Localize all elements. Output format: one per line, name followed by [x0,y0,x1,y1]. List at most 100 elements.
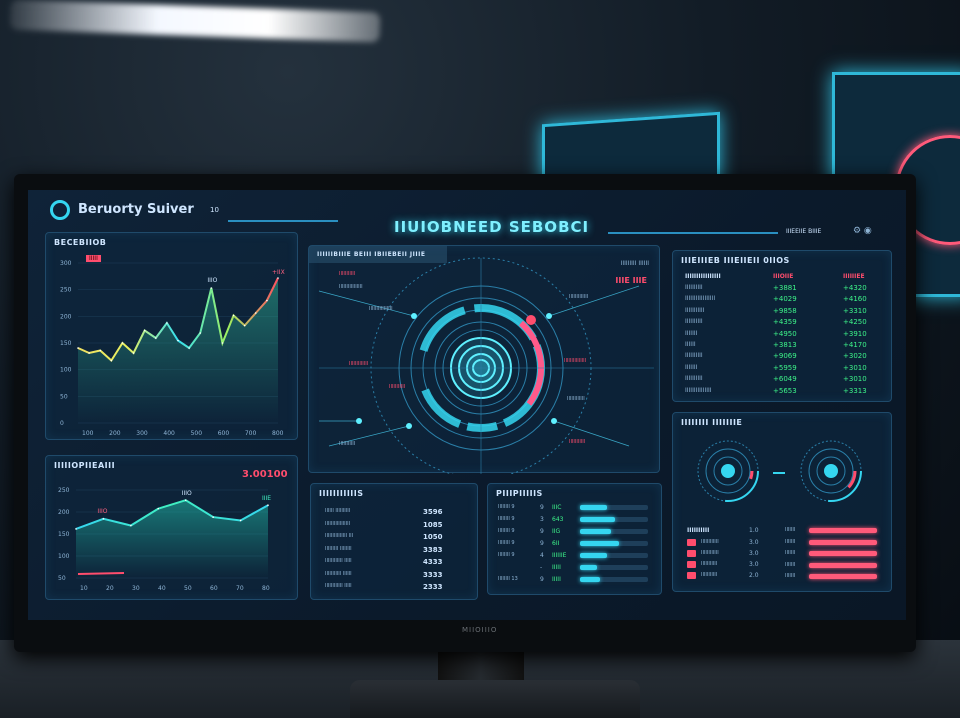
table-cell-label: IIIIIIIIIIIIIII [685,386,712,394]
legend-label: IIIIIIIIIIII [701,539,719,545]
stat-label: IIIIIIIII IIIIIIII [325,545,352,552]
y-tick-label: 100 [60,367,72,374]
stat-label: IIIIII IIIIIIIIII [325,508,351,514]
table-header: IIIOIIE [773,273,794,280]
table-cell-value: +4250 [843,318,867,327]
data-point [254,312,257,314]
legend-value: 3.0 [749,561,759,568]
bar-label: IIIIIII [785,538,796,545]
x-tick-label: 600 [218,430,230,437]
monitor-brand: MIIOIIIO [462,626,498,634]
progress-count: 9 [540,528,544,535]
data-point [266,299,268,302]
stat-label: IIIIIIIIIIII IIIII [325,583,352,589]
progress-count: 9 [540,576,544,583]
data-point [102,517,105,520]
y-tick-label: 200 [60,313,72,320]
line-chart-panel: BECEBIIOB IIIII 300 250 200 150 100 50 0 100 200… [45,232,298,440]
panel-title: IIIEIIIEB IIIEIIEII 0IIOS [681,256,790,265]
legend-value: 1.0 [749,527,759,534]
table-cell-value: +3313 [843,386,867,395]
radar-label: IIIIIIIIIII [339,441,356,447]
status-bar [809,539,877,545]
progress-track [580,553,648,558]
progress-value: IIIC [552,504,562,511]
x-tick-label: 50 [184,585,192,592]
table-cell-label: IIIIII [685,341,696,348]
panel-title: PIIIPIIIIIS [496,489,543,498]
gauge-alert-arc [702,445,754,497]
table-cell-value: +4359 [773,318,797,327]
data-point [166,322,168,324]
end-label: +IIX [272,269,285,276]
data-point [221,342,224,344]
data-point [212,516,214,518]
x-tick-label: 70 [236,585,244,592]
x-tick-label: 800 [272,430,284,437]
progress-fill [580,553,608,558]
legend-title: IIIIIIIIII [687,527,710,534]
gauge-arc [697,440,759,502]
stat-label: IIIIIIIIIII IIIIII [325,570,352,577]
table-cell-value: +9858 [773,306,797,315]
progress-count: 3 [540,516,544,523]
dashboard-title: IIUIOBNEED SEBOBCI [394,218,590,236]
gauge-ring [713,456,743,486]
node-dot [356,418,362,424]
progress-value: IIIII [552,576,561,583]
alert-arc [518,320,545,406]
bar-label: IIIIIII [785,561,796,568]
data-point [184,499,187,501]
panel-subtitle: IIIIIIIII IIIIII [620,260,649,267]
table-cell-value: +3310 [843,306,867,315]
legend-swatch [687,539,696,546]
data-point [277,277,279,279]
data-point [267,504,269,507]
legend-value: 3.0 [749,550,759,557]
table-cell-value: +4160 [843,295,867,304]
progress-label: IIIIIIII 9 [498,540,515,546]
progress-count: 4 [540,552,544,559]
progress-fill [580,505,608,510]
x-tick-label: 30 [132,585,140,592]
panel-title: IIIIIIBIIIE BEIII IBIIEBEII JIIIE [317,251,426,258]
x-tick-label: 500 [191,430,203,437]
end-label: IIIE [262,495,271,502]
radar-label: IIIIIIIIIIIII [569,294,589,300]
stat-value: 3383 [423,545,443,554]
table-cell-value: +6049 [773,375,797,384]
logo-icon [50,200,70,220]
chart-value: 3.00100 [242,469,288,480]
stat-value: 1085 [423,520,443,529]
y-tick-label: 250 [58,487,70,494]
app-title: Beruorty Suiver [78,202,194,217]
settings-icon[interactable]: ⚙ ◉ [853,226,872,236]
data-point [143,329,146,332]
panel-title: IIIIIIIIIIIS [319,489,364,498]
x-tick-label: 20 [106,585,114,592]
stats-panel: IIIIIIIIIIIS IIIIII IIIIIIIIII 3596 IIIIII… [310,483,478,600]
progress-value: 6II [552,540,560,547]
legend-value: 2.0 [749,572,759,579]
x-tick-label: 80 [262,585,270,592]
peak-label: IIIO [207,277,217,284]
stat-label: IIIIIIIIIIII IIIII [325,558,352,564]
progress-value: IIIIIIE [552,552,567,559]
node-dot [411,313,417,319]
stat-value: 3596 [423,508,443,516]
gauge-graphic [697,440,862,502]
monitor-base [350,680,640,718]
connector-line [553,420,630,447]
table-cell-value: +4950 [773,329,797,338]
progress-label: IIIIIIII 9 [498,528,515,534]
radar-label: IIIIIIIIIIIIIII [564,358,587,364]
area-chart-panel: IIIIIOPIIEAIII 3.00100 250 200 150 100 50 10 2… [45,455,298,600]
legend-swatch [687,561,696,568]
radar-label: IIIIIIIIIIIIIIII [339,284,363,290]
table-cell-label: IIIIIIIIII [685,284,703,291]
data-point [232,314,235,317]
progress-count: 9 [540,540,544,547]
progress-fill [580,517,616,522]
table-header: IIIIIIEE [843,273,865,280]
area-fill [78,278,278,423]
